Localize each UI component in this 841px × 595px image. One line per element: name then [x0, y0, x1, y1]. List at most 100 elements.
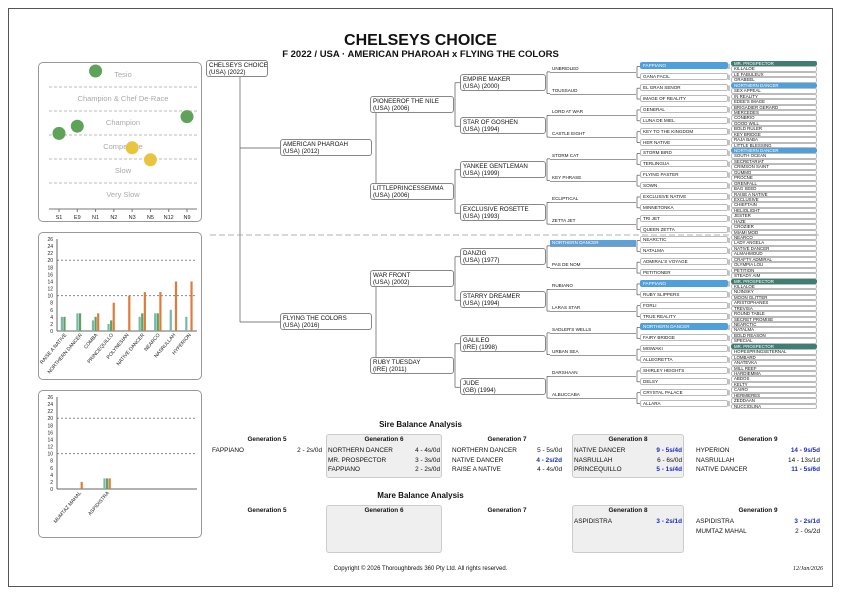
bar [91, 320, 95, 331]
g6-horse: ANATEVKA [731, 360, 817, 366]
g5-horse: TRUE REALITY [640, 312, 728, 320]
y-tick-label: 6 [50, 308, 53, 314]
g6-horse: MR. PROSPECTOR [731, 343, 817, 350]
g4-horse: SADLER'S WELLS [550, 327, 636, 334]
y-tick-label: 22 [47, 409, 53, 415]
g4-horse: URBAN SEA [550, 349, 636, 356]
y-tick-label: 26 [47, 237, 53, 243]
grandparent: RUBY TUESDAY (IRE) (2011) [370, 356, 454, 374]
horse-name: EMPIRE MAKER [463, 75, 511, 83]
ancestor-name: NATIVE DANCER [452, 456, 504, 464]
subject-horse: CHELSEYS CHOICE (USA) (2022) [206, 60, 268, 77]
y-tick-label: 20 [47, 416, 53, 422]
balance-row: NORTHERN DANCER 5 - 5s/0d [452, 447, 562, 457]
ancestor-name: FAPPIANO [212, 447, 244, 454]
g6-horse: RAISE A NATIVE [731, 191, 817, 197]
ancestor-count: 6 - 6s/0d [657, 456, 682, 464]
g4-horse: LARAS STAR [550, 305, 636, 313]
bar [108, 478, 111, 489]
ancestor-count: 5 - 5s/0d [537, 447, 562, 454]
horse-info: (USA) (2006) [373, 191, 410, 199]
bar [107, 323, 110, 331]
bar [60, 316, 63, 331]
horse-info: (GB) (1994) [463, 387, 496, 395]
g6-horse: HARDIEMMA [731, 370, 817, 377]
g6-horse: GRABEEL [731, 77, 817, 83]
ancestor-count: 3 - 3s/0d [415, 456, 440, 464]
g5-horse: QUEEN ZETTA [640, 225, 728, 233]
g6-horse: MR. PROSPECTOR [731, 278, 817, 284]
horse-name: YANKEE GENTLEMAN [463, 162, 528, 170]
g6-horse: RAJA BABA [731, 137, 817, 143]
g5-horse: FAPPIANO [640, 279, 728, 287]
horse-info: (USA) (1994) [463, 126, 500, 134]
g5-horse: ALLARA [640, 399, 728, 407]
bar [154, 313, 157, 331]
ancestor-count: 11 - 5s/6d [791, 466, 820, 473]
g6-horse: NATALMA [731, 327, 817, 333]
rating-chart: Tesio Champion & Chef De-Race Champion Comp… [49, 64, 197, 221]
ancestor-name: MUMTAZ MAHAL [696, 527, 747, 535]
balance-row: NASRULLAH 6 - 6s/0d [574, 457, 682, 467]
grandparent: LITTLEPRINCESSEMMA (USA) (2006) [370, 182, 454, 200]
g6-horse: MR. PROSPECTOR [731, 61, 817, 67]
g6-horse: LITTLE BLESSING [731, 142, 817, 148]
y-tick-label: 18 [47, 265, 53, 271]
great-grandparent: YANKEE GENTLEMAN (USA) (1999) [460, 160, 546, 178]
rating-point [52, 126, 66, 140]
g5-horse: TERLINGUA [640, 160, 728, 168]
page-title: CHELSEYS CHOICE [344, 32, 497, 49]
ancestor-count: 3 - 2s/1d [794, 518, 820, 525]
rating-x-label: N1 [92, 215, 99, 221]
bar [156, 313, 159, 331]
bar [110, 320, 113, 331]
g5-horse: TRI JET [640, 214, 728, 222]
band-label: Slow [115, 166, 132, 175]
horse-info: (USA) (2012) [283, 148, 320, 156]
print-date: 12/Jan/2026 [793, 566, 823, 572]
horse-info: (USA) (1999) [463, 169, 500, 177]
balance-column: Generation 5 FAPPIANO 2 - 2s/0d [212, 436, 322, 457]
horse-info: (USA) (2002) [373, 278, 410, 286]
g6-horse: BOLD RULER [731, 126, 817, 132]
balance-row: PRINCEQUILLO 5 - 1s/4d [574, 466, 682, 476]
band-label: Champion [106, 118, 140, 127]
rating-point [143, 153, 157, 167]
ancestor-count: 4 - 2s/2d [536, 456, 562, 464]
g4-horse: ECLIPTICAL [550, 196, 636, 204]
bar [80, 481, 83, 489]
great-grandparent: EMPIRE MAKER (USA) (2000) [460, 73, 546, 91]
horse-info: (IRE) (1998) [463, 343, 498, 351]
ancestor-name: MR. PROSPECTOR [328, 456, 387, 464]
horse-name: GALILEO [463, 336, 490, 344]
generation-header: Generation 8 [608, 507, 648, 514]
g6-horse: ABDOS [731, 376, 817, 382]
y-tick-label: 0 [50, 487, 53, 493]
y-tick-label: 10 [47, 452, 53, 458]
great-grandparent: GALILEO (IRE) (1998) [460, 334, 546, 352]
y-tick-label: 16 [47, 272, 53, 278]
horse-name: PIONEEROF THE NILE [373, 97, 439, 105]
bar [143, 292, 146, 331]
g5-horse: PETITIONER [640, 269, 728, 277]
column-shade [326, 505, 442, 553]
y-tick-label: 16 [47, 430, 53, 436]
g6-horse: NEARCO [731, 235, 817, 241]
g5-horse: FLYING PASTER [640, 171, 728, 179]
y-tick-label: 24 [47, 402, 53, 408]
g6-horse: KILLALOE [731, 283, 817, 290]
ancestor-name: NORTHERN DANCER [452, 447, 517, 454]
ancestor-name: NASRULLAH [696, 456, 735, 464]
g5-horse: SHIRLEY HEIGHTS [640, 366, 728, 374]
balance-column: Generation 7 [452, 507, 562, 518]
great-grandparent: STAR OF GOSHEN (USA) (1994) [460, 117, 546, 135]
dam: FLYING THE COLORS (USA) (2016) [280, 313, 372, 330]
g5-horse: STORM BIRD [640, 149, 728, 157]
horse-info: (USA) (2022) [209, 69, 246, 77]
g5-horse: EXCLUSIVE NATIVE [640, 192, 728, 200]
horse-name: EXCLUSIVE ROSETTE [463, 206, 529, 214]
balance-row: NATIVE DANCER 11 - 5s/6d [696, 466, 820, 476]
generation-header: Generation 8 [608, 436, 648, 443]
bar [159, 292, 162, 331]
